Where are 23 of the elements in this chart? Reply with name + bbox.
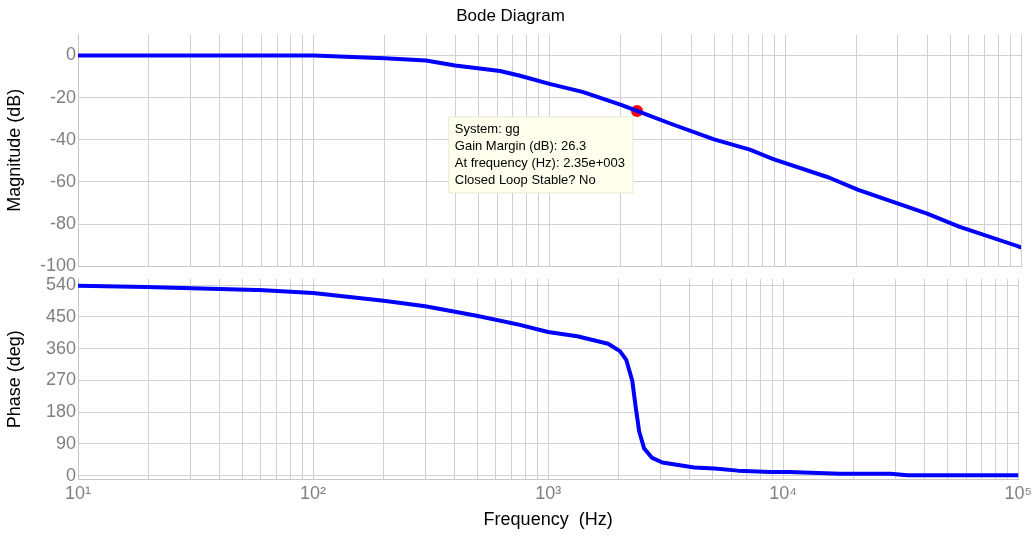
x-tick-label: 10⁴ — [769, 482, 798, 503]
y-tick-label: -40 — [49, 128, 76, 149]
y-tick-label: 360 — [45, 337, 76, 358]
y-tick-label: 270 — [45, 369, 76, 390]
y-axis-title: Magnitude (dB) — [3, 88, 24, 212]
y-tick-label: 180 — [45, 401, 76, 422]
x-tick-label: 10² — [300, 482, 327, 503]
x-tick-label: 10⁵ — [1004, 482, 1032, 503]
x-tick-label: 10¹ — [64, 482, 92, 503]
y-tick-label: -80 — [49, 213, 76, 234]
x-axis-title: Frequency (Hz) — [483, 509, 613, 530]
y-axis-title: Phase (deg) — [3, 330, 24, 429]
y-tick-label: -100 — [39, 255, 76, 276]
y-tick-label: 0 — [65, 464, 76, 485]
y-tick-label: -20 — [49, 86, 76, 107]
chart-title: Bode Diagram — [456, 5, 565, 25]
y-tick-label: -60 — [49, 170, 76, 191]
y-tick-label: 0 — [65, 44, 76, 65]
y-tick-label: 540 — [45, 274, 76, 295]
x-tick-label: 10³ — [535, 482, 562, 503]
annotation: System: gg Gain Margin (dB): 26.3 At frequency (Hz): 2.35e+003 Closed Loop Stable? No — [454, 120, 625, 187]
y-tick-label: 90 — [55, 432, 76, 453]
y-tick-label: 450 — [45, 305, 76, 326]
